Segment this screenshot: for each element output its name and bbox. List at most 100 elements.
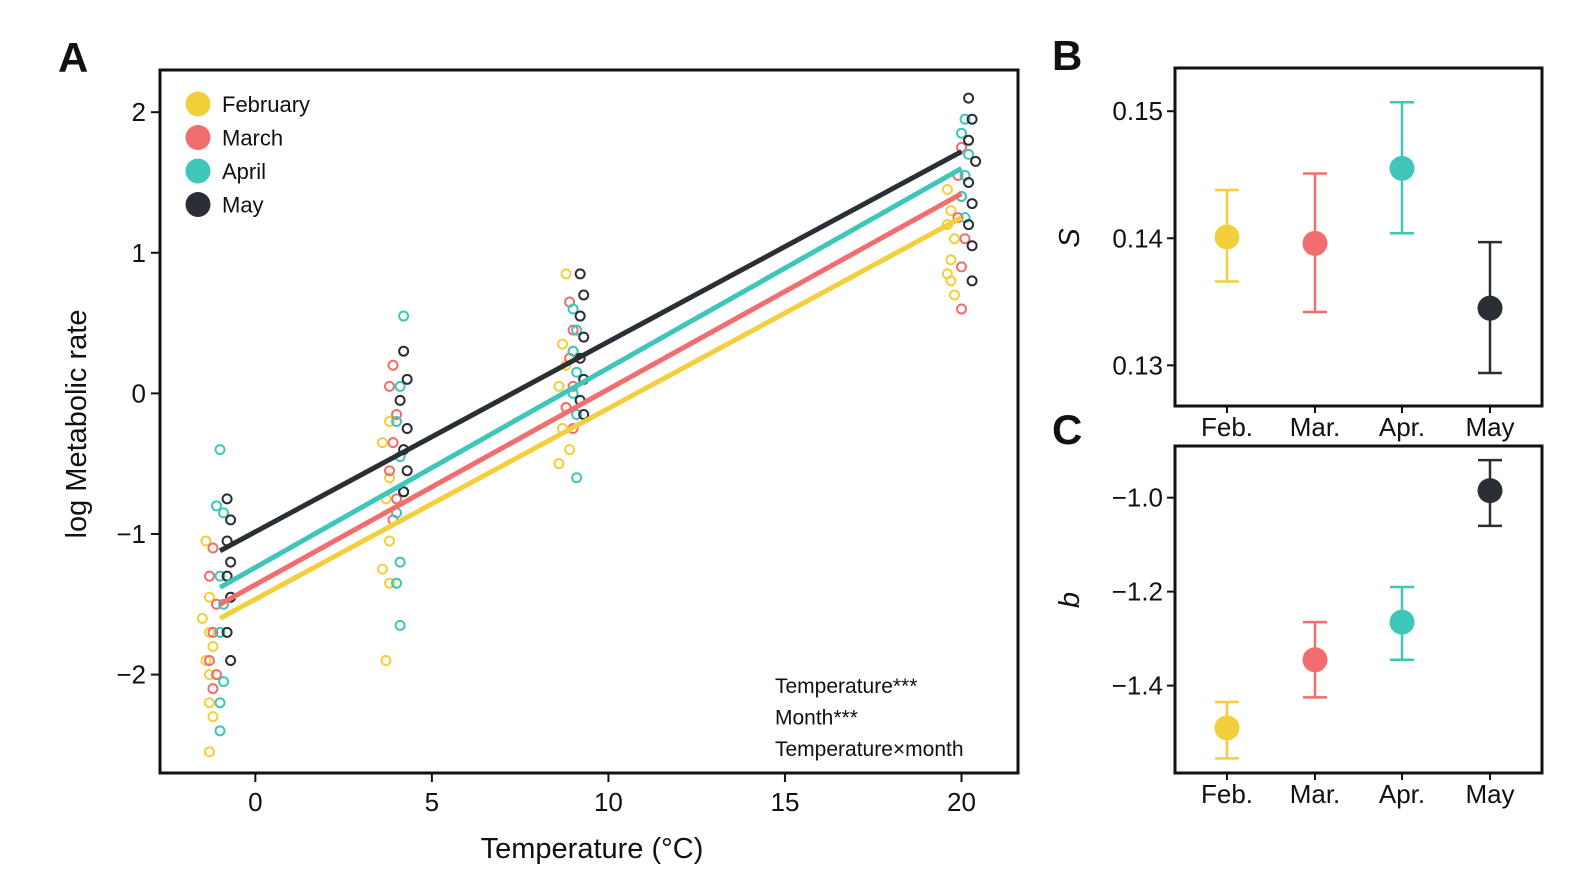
data-point (203, 570, 215, 582)
data-point (553, 380, 565, 392)
x-tick-label: Apr. (1379, 779, 1425, 809)
x-tick-label: Mar. (1290, 412, 1341, 442)
data-point (398, 310, 410, 322)
x-tick-label: 5 (425, 787, 439, 817)
data-point (963, 176, 975, 188)
data-point (200, 655, 212, 667)
legend-label: February (222, 92, 310, 117)
y-tick-label: −1 (116, 519, 146, 549)
data-point (945, 254, 957, 266)
x-tick-label: 10 (594, 787, 623, 817)
estimate-may (1477, 458, 1503, 528)
legend: February March April May (185, 91, 310, 218)
y-tick-label: −1.2 (1112, 577, 1163, 607)
panel-c-y-axis-title: b (1054, 592, 1086, 608)
data-point (376, 563, 388, 575)
panel-b-estimates (1214, 101, 1503, 375)
data-point (956, 303, 968, 315)
data-point (948, 289, 960, 301)
y-tick-label: −2 (116, 660, 146, 690)
data-point (963, 148, 975, 160)
data-point (384, 380, 396, 392)
data-point (401, 373, 413, 385)
data-point (578, 289, 590, 301)
data-point (574, 268, 586, 280)
data-point (387, 359, 399, 371)
panel-a-plot: 0 5 10 15 20 −2 −1 0 1 2 Temperature (°C) log Me… (61, 68, 1020, 865)
data-point (966, 198, 978, 210)
legend-item-february: February (185, 91, 310, 117)
data-point (391, 493, 403, 505)
data-point (963, 92, 975, 104)
data-point (384, 465, 396, 477)
data-point (574, 310, 586, 322)
data-point (384, 577, 396, 589)
data-point (203, 669, 215, 681)
x-tick-label: Apr. (1379, 412, 1425, 442)
data-point (221, 626, 233, 638)
data-point (376, 437, 388, 449)
data-point (225, 514, 237, 526)
panel-b-y-axis-title: S (1054, 228, 1086, 248)
panel-c-y-axis: −1.4 −1.2 −1.0 (1112, 483, 1175, 701)
panel-b-y-axis: 0.13 0.14 0.15 (1112, 96, 1175, 380)
regression-line-may (218, 149, 963, 554)
data-point (959, 233, 971, 245)
regression-line-february (218, 215, 963, 621)
legend-swatch (185, 91, 211, 117)
data-point (966, 275, 978, 287)
estimate-february (1214, 700, 1240, 760)
y-tick-label: 0 (132, 378, 146, 408)
data-point (560, 268, 572, 280)
data-point (214, 697, 226, 709)
data-point (398, 345, 410, 357)
legend-item-march: March (185, 125, 283, 151)
data-point (394, 619, 406, 631)
panel-c-x-axis: Feb. Mar. Apr. May (1201, 773, 1515, 809)
data-point (203, 697, 215, 709)
estimate-point (1214, 715, 1240, 741)
data-point (218, 676, 230, 688)
data-point (384, 416, 396, 427)
legend-item-may: May (185, 192, 264, 218)
panel-b-frame (1173, 66, 1544, 408)
x-tick-label: Feb. (1201, 779, 1253, 809)
data-point (203, 591, 215, 603)
data-point (200, 535, 212, 547)
panel-c-estimates (1214, 458, 1503, 760)
y-tick-label: 1 (132, 238, 146, 268)
panel-a-x-axis-title: Temperature (°C) (481, 833, 704, 865)
regression-line-march (218, 191, 963, 607)
data-point (210, 500, 222, 512)
data-point (571, 366, 583, 378)
estimate-point (1477, 295, 1503, 321)
data-point (571, 472, 583, 484)
data-point (391, 577, 403, 589)
data-point (214, 626, 226, 638)
y-tick-label: 0.15 (1112, 96, 1163, 126)
data-point (571, 408, 583, 420)
estimate-april (1389, 101, 1415, 235)
data-point (948, 233, 960, 245)
data-point (567, 345, 579, 357)
y-tick-label: 0.13 (1112, 350, 1163, 380)
data-point (221, 493, 233, 505)
data-point (571, 324, 583, 336)
estimate-point (1389, 609, 1415, 635)
data-point (203, 746, 215, 758)
data-point (956, 261, 968, 273)
estimate-may (1477, 240, 1503, 375)
legend-swatch (185, 125, 211, 150)
estimate-february (1214, 188, 1240, 283)
estimate-point (1214, 224, 1240, 250)
data-point (401, 423, 413, 435)
data-point (394, 380, 406, 392)
data-point (963, 219, 975, 231)
panel-a-y-axis-title: log Metabolic rate (61, 310, 93, 539)
data-point (225, 556, 237, 568)
data-point (970, 155, 982, 167)
data-point (207, 711, 219, 723)
data-point (214, 444, 226, 456)
data-point (207, 542, 219, 554)
